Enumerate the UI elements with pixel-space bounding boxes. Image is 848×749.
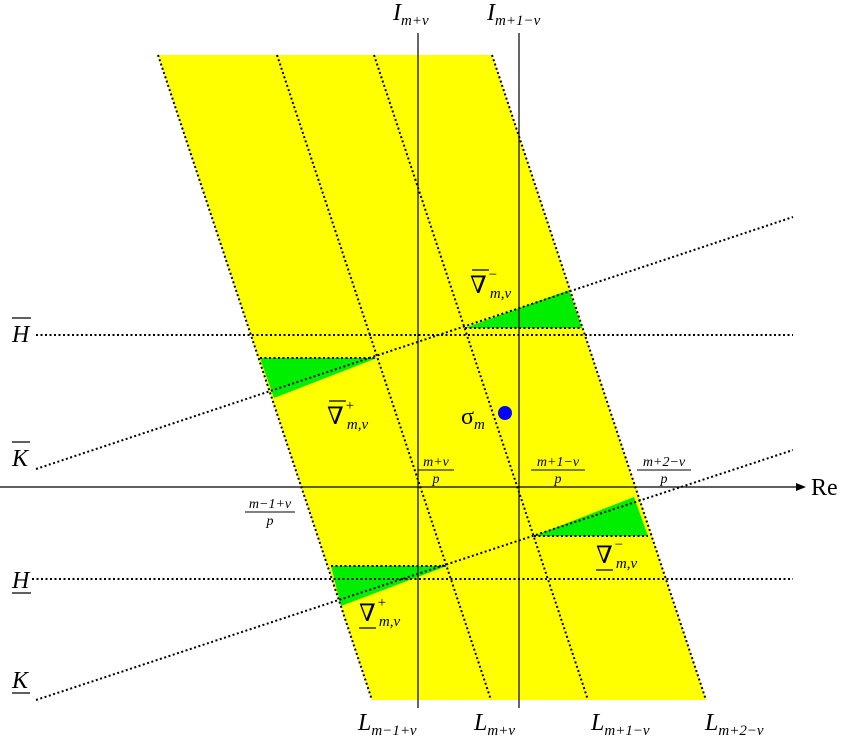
fraction-1-den: p (266, 514, 274, 529)
label-K: K (11, 668, 30, 694)
re-axis-label: Re (811, 475, 838, 501)
fraction-3-num: m+1−ν (537, 455, 580, 470)
sigma-point (498, 406, 512, 420)
strip-label-2: Lm+ν (473, 710, 515, 739)
triangle-label-lower-left: ∇+ m,ν (359, 595, 400, 630)
fraction-2: m+ν p (418, 455, 454, 487)
triangle-upper-left (260, 358, 377, 398)
fraction-2-den: p (432, 472, 440, 487)
strip-line-4 (491, 54, 707, 701)
sigma-label: σm (461, 404, 485, 433)
strip-label-4: Lm+2−ν (704, 710, 764, 739)
label-H-bar: H (11, 322, 31, 348)
strip-line-3 (373, 54, 589, 701)
fraction-1-num: m−1+ν (249, 497, 292, 512)
label-H: H (11, 568, 31, 594)
svg-text:∇−m,ν: ∇− m,ν (596, 537, 637, 572)
svg-text:∇+m,ν: ∇+ m,ν (327, 398, 368, 433)
label-I-right: Im+1−ν (486, 0, 541, 29)
yellow-strip (158, 55, 706, 700)
label-I-left: Im+ν (392, 0, 429, 29)
fraction-4-den: p (660, 472, 668, 487)
fraction-4: m+2−ν p (637, 455, 691, 487)
svg-text:∇−m,ν: ∇− m,ν (470, 267, 511, 302)
re-axis-arrowhead (796, 483, 806, 491)
label-K-bar: K (11, 446, 30, 472)
svg-text:∇+m,ν: ∇+ m,ν (359, 595, 400, 630)
strip-line-1 (157, 54, 373, 701)
triangle-label-upper-right: ∇− m,ν (470, 267, 511, 302)
strip-line-2 (276, 54, 492, 701)
fraction-3: m+1−ν p (531, 455, 585, 487)
triangle-label-upper-left: ∇+ m,ν (327, 398, 368, 433)
fraction-4-num: m+2−ν (643, 455, 686, 470)
strip-label-3: Lm+1−ν (590, 710, 650, 739)
fraction-3-den: p (554, 472, 562, 487)
triangle-label-lower-right: ∇− m,ν (596, 537, 637, 572)
fraction-1: m−1+ν p (245, 497, 295, 529)
strip-label-1: Lm−1+ν (357, 710, 417, 739)
triangle-upper-right (465, 290, 582, 328)
fraction-2-num: m+ν (423, 455, 450, 470)
